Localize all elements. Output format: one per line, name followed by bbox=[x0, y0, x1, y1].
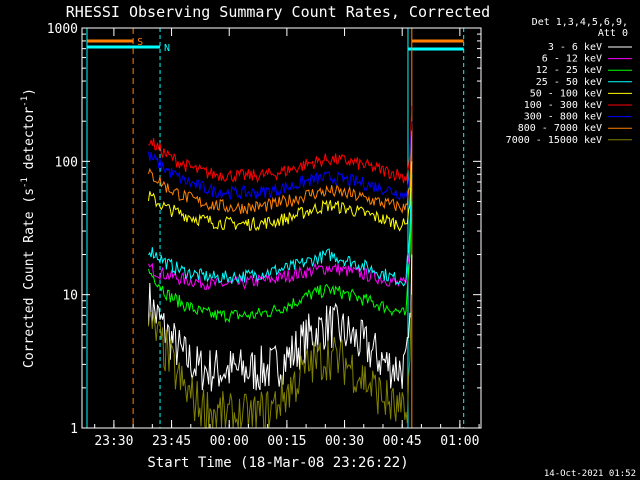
y-tick-label: 10 bbox=[62, 289, 78, 304]
y-axis-label-part-e: ) bbox=[22, 88, 37, 96]
y-axis-label-sup-2: -1 bbox=[20, 96, 30, 107]
series-line bbox=[148, 121, 413, 201]
footer-timestamp: 14-Oct-2021 01:52 bbox=[544, 469, 636, 479]
x-tick-label: 01:00 bbox=[440, 434, 479, 449]
legend-entry-label: 25 - 50 keV bbox=[536, 77, 602, 88]
plot-frame bbox=[81, 27, 482, 429]
x-axis-label: Start Time (18-Mar-08 23:26:22) bbox=[147, 455, 408, 471]
y-axis-label-part-c: detector bbox=[22, 107, 37, 178]
series-line bbox=[148, 174, 413, 287]
y-axis-label-part-a: Corrected Count Rate (s bbox=[22, 188, 37, 368]
x-tick-label: 00:30 bbox=[325, 434, 364, 449]
series-line bbox=[148, 201, 413, 324]
series-line bbox=[148, 161, 413, 232]
legend-entry-label: 300 - 800 keV bbox=[524, 112, 602, 123]
series-line bbox=[148, 105, 413, 184]
interval-bar bbox=[86, 39, 134, 43]
legend-header: Att 0 bbox=[598, 28, 628, 39]
x-tick-label: 00:45 bbox=[383, 434, 422, 449]
interval-bar bbox=[407, 47, 464, 51]
legend-entry-label: 12 - 25 keV bbox=[536, 65, 602, 76]
legend-entry-label: 6 - 12 keV bbox=[542, 54, 602, 65]
x-axis: 23:30 23:45 00:00 00:15 00:30 00:45 01:00 bbox=[94, 28, 480, 449]
interval-bar bbox=[86, 45, 161, 49]
y-axis-label: Corrected Count Rate (s-1 detector-1) bbox=[20, 88, 37, 368]
interval-bar bbox=[411, 39, 464, 43]
x-tick-label: 00:15 bbox=[267, 434, 306, 449]
x-tick-label: 23:45 bbox=[152, 434, 191, 449]
legend-entry-label: 50 - 100 keV bbox=[530, 88, 602, 99]
legend-header: Det 1,3,4,5,6,9, bbox=[532, 17, 628, 28]
legend-entry-label: 7000 - 15000 keV bbox=[506, 135, 602, 146]
chart-title: RHESSI Observing Summary Count Rates, Co… bbox=[66, 3, 490, 21]
interval-label: S bbox=[137, 37, 143, 48]
y-axis-label-sup-1: -1 bbox=[20, 177, 30, 188]
plot-area: SN bbox=[81, 27, 482, 430]
legend-entry-label: 3 - 6 keV bbox=[548, 42, 602, 53]
x-tick-label: 23:30 bbox=[94, 434, 133, 449]
y-tick-label: 1000 bbox=[47, 22, 78, 37]
interval-label: N bbox=[164, 43, 170, 54]
legend-entry-label: 100 - 300 keV bbox=[524, 100, 602, 111]
y-axis: 1 10 100 1000 bbox=[47, 22, 481, 437]
x-tick-label: 00:00 bbox=[210, 434, 249, 449]
series-line bbox=[148, 130, 413, 215]
y-tick-label: 1 bbox=[70, 422, 78, 437]
legend-entry-label: 800 - 7000 keV bbox=[518, 123, 602, 134]
series-line bbox=[148, 190, 413, 291]
series-line bbox=[148, 294, 413, 430]
y-tick-label: 100 bbox=[55, 155, 78, 170]
